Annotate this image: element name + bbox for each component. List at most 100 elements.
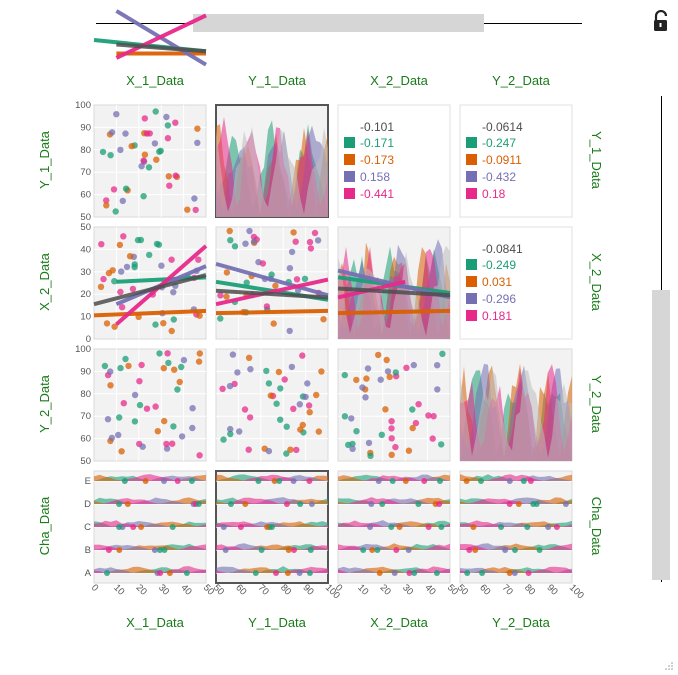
- scatter-point: [227, 237, 234, 244]
- scatter-point: [152, 403, 159, 410]
- scatter-point: [220, 436, 227, 443]
- scatter-point: [116, 241, 124, 249]
- scatter-point: [196, 312, 203, 319]
- ridge-point: [506, 501, 513, 507]
- scatter-point: [146, 251, 153, 259]
- ridge-point: [374, 547, 381, 553]
- x-tick-label: 0: [89, 582, 101, 594]
- ridge-curve: [460, 520, 572, 527]
- scatter-point: [125, 362, 132, 370]
- top-slider-thumb[interactable]: [193, 14, 484, 32]
- ridge-curve: [94, 566, 206, 573]
- scatter-point: [118, 448, 125, 455]
- scatter-point: [246, 414, 254, 421]
- scatter-point: [108, 129, 116, 136]
- ridge-point: [183, 570, 190, 576]
- ridge-curve: [94, 545, 206, 550]
- corr-panel-bg: [337, 104, 451, 218]
- scatter-point: [288, 248, 296, 256]
- scatter-point: [388, 418, 395, 425]
- scatter-point: [245, 354, 253, 361]
- resize-grip-icon[interactable]: [664, 661, 674, 671]
- scatter-point: [165, 359, 172, 367]
- ridge-point: [188, 478, 195, 484]
- ridge-point: [524, 524, 531, 530]
- row-label-right-2: Y_2_Data: [589, 375, 604, 434]
- ridge-point: [161, 547, 168, 553]
- regression-line-B: [215, 308, 329, 316]
- corr-group-value: -0.432: [482, 170, 516, 184]
- scatter-point: [123, 263, 131, 271]
- ridge-point: [255, 478, 262, 484]
- scatter-point: [178, 363, 185, 371]
- scatter-point: [157, 147, 164, 154]
- unlocked-padlock-icon[interactable]: [652, 10, 670, 32]
- x-tick-label: 10: [355, 582, 370, 597]
- scatter-point: [362, 394, 369, 401]
- scatter-point: [111, 323, 118, 330]
- density-Y_2_Data-curve: [460, 369, 572, 461]
- ridge-point: [545, 524, 552, 530]
- corr-group-value: -0.171: [360, 136, 394, 150]
- scatter-point: [286, 327, 293, 335]
- ridge-point: [228, 501, 234, 507]
- right-slider-thumb[interactable]: [652, 290, 670, 580]
- scatter-point: [273, 400, 280, 407]
- scatter-point: [375, 351, 382, 359]
- scatter-point: [97, 283, 105, 290]
- y-tick-label: 40: [80, 244, 91, 255]
- scatter-point: [275, 368, 283, 376]
- scatter-point: [353, 376, 360, 384]
- scatter-point: [223, 293, 230, 300]
- scatter-point: [290, 229, 297, 236]
- scatter-point: [128, 143, 135, 150]
- scatter-point: [311, 229, 319, 237]
- y-tick-label: 20: [80, 289, 91, 300]
- panel-X_2_Data-vs-X_2_Data-bg: [337, 348, 451, 462]
- corr-group-value: 0.181: [482, 309, 512, 323]
- ridge-point: [151, 547, 158, 553]
- ridge-curve: [338, 543, 450, 550]
- scatter-point: [180, 356, 188, 364]
- col-label-top-2: X_2_Data: [370, 73, 429, 88]
- x-tick-label: 0: [333, 582, 345, 594]
- scatter-point: [131, 391, 139, 399]
- legend-swatch: [466, 276, 477, 287]
- scatter-point: [349, 445, 356, 452]
- col-label-top-3: Y_2_Data: [492, 73, 551, 88]
- category-tick-label: C: [84, 522, 91, 533]
- ridge-point: [527, 478, 534, 484]
- scatter-point: [104, 416, 112, 423]
- scatter-point: [245, 446, 252, 453]
- ridge-point: [157, 570, 164, 576]
- ridge-curve: [460, 567, 572, 573]
- scatter-point: [107, 368, 114, 375]
- ridge-point: [470, 524, 477, 530]
- ridge-point: [121, 478, 128, 484]
- ridge-point: [405, 547, 412, 553]
- scatter-point: [217, 315, 224, 322]
- ridge-point: [433, 570, 440, 576]
- scatter-point: [263, 303, 271, 310]
- scatter-point: [434, 386, 441, 393]
- scatter-point: [320, 316, 327, 323]
- scatter-point: [231, 243, 239, 250]
- scatter-point: [263, 367, 270, 375]
- ridge-curve: [216, 566, 328, 573]
- scatter-point: [163, 113, 170, 121]
- x-tick-label: 70: [256, 582, 271, 597]
- category-tick-label: E: [85, 476, 91, 487]
- col-label-top-0: X_1_Data: [126, 73, 185, 88]
- row-label-left-1: X_2_Data: [37, 252, 52, 311]
- scatter-point: [195, 358, 203, 365]
- density-X_2_Data-curve: [338, 245, 450, 339]
- legend-swatch: [466, 293, 477, 304]
- scatter-point: [293, 276, 301, 283]
- y-tick-label: 70: [80, 411, 91, 422]
- scatter-point: [176, 378, 183, 386]
- row-label-right-3: Cha_Data: [589, 497, 604, 556]
- ridge-point: [553, 524, 560, 530]
- corr-overall: -0.0841: [482, 242, 523, 256]
- ridge-point: [124, 501, 131, 507]
